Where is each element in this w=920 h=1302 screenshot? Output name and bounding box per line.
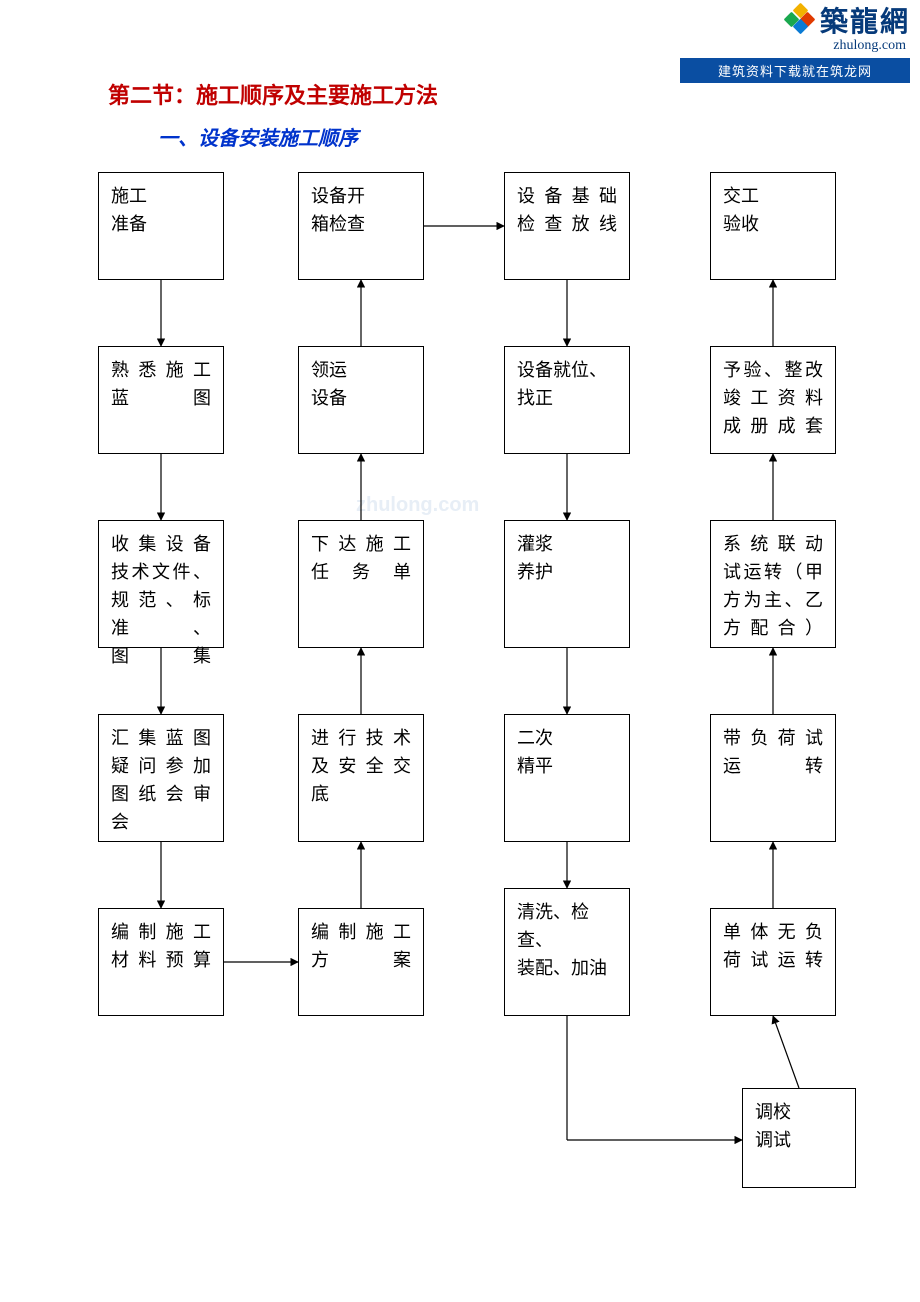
flow-node-label: 方案 (311, 947, 411, 975)
flow-node-label: 交工 (723, 183, 823, 211)
flow-node-label: 找正 (517, 385, 617, 413)
flow-node-label: 方配合） (723, 615, 823, 643)
flow-node-label: 清洗、检查、 (517, 899, 617, 955)
flow-node-label: 调校 (755, 1099, 843, 1127)
flow-node-label: 图纸会审 (111, 781, 211, 809)
flow-node-label: 准备 (111, 211, 211, 239)
watermark-text: zhulong.com (356, 494, 479, 517)
flow-node-n13: 灌浆养护 (504, 520, 630, 648)
flow-node-label: 设备开 (311, 183, 411, 211)
flow-node-n11: 设备基础检查放线 (504, 172, 630, 280)
flow-node-label: 设备基础 (517, 183, 617, 211)
flow-node-label: 蓝图 (111, 385, 211, 413)
logo-brand-cn: 築龍網 (820, 0, 910, 40)
flow-node-label: 予验、整改 (723, 357, 823, 385)
flow-node-label: 带负荷试 (723, 725, 823, 753)
flow-node-label: 单体无负 (723, 919, 823, 947)
flow-node-label: 领运 (311, 357, 411, 385)
flow-node-label: 图集 (111, 643, 211, 671)
site-logo: 築龍網 zhulong.com 建筑资料下载就在筑龙网 (680, 0, 910, 83)
flow-node-label: 成册成套 (723, 413, 823, 441)
logo-pinwheel-icon (788, 7, 814, 33)
flow-node-label: 运转 (723, 753, 823, 781)
flow-node-label: 灌浆 (517, 531, 617, 559)
flow-node-label: 验收 (723, 211, 823, 239)
flow-node-n12: 设备就位、找正 (504, 346, 630, 454)
flow-node-label: 精平 (517, 753, 617, 781)
flow-node-label: 方为主、乙 (723, 587, 823, 615)
flow-node-n4: 汇集蓝图疑问参加图纸会审会 (98, 714, 224, 842)
flow-node-n1: 施工准备 (98, 172, 224, 280)
subsection-title: 一、设备安装施工顺序 (158, 122, 358, 151)
flow-node-label: 下达施工 (311, 531, 411, 559)
logo-brand-en: zhulong.com (680, 38, 906, 54)
flow-node-label: 养护 (517, 559, 617, 587)
flow-node-label: 试运转（甲 (723, 559, 823, 587)
page-stage: 築龍網 zhulong.com 建筑资料下载就在筑龙网 第二节：施工顺序及主要施… (0, 0, 920, 1302)
section-title: 第二节：施工顺序及主要施工方法 (108, 78, 438, 110)
flow-node-n7: 领运设备 (298, 346, 424, 454)
flow-node-n17: 予验、整改竣工资料成册成套 (710, 346, 836, 454)
flow-node-n2: 熟悉施工蓝图 (98, 346, 224, 454)
flow-node-label: 设备就位、 (517, 357, 617, 385)
flow-node-label: 任务单 (311, 559, 411, 587)
flow-node-n14: 二次精平 (504, 714, 630, 842)
flow-node-label: 汇集蓝图 (111, 725, 211, 753)
flow-node-n20: 单体无负荷试运转 (710, 908, 836, 1016)
flow-node-label: 调试 (755, 1127, 843, 1155)
flow-node-label: 规范、标准、 (111, 587, 211, 643)
flow-node-n19: 带负荷试运转 (710, 714, 836, 842)
flow-node-n8: 下达施工任务单 (298, 520, 424, 648)
flow-node-n18: 系统联动试运转（甲方为主、乙方配合） (710, 520, 836, 648)
flow-node-label: 施工 (111, 183, 211, 211)
flow-node-n9: 进行技术及安全交底 (298, 714, 424, 842)
flow-node-label: 编制施工 (311, 919, 411, 947)
flow-node-label: 箱检查 (311, 211, 411, 239)
flow-node-label: 荷试运转 (723, 947, 823, 975)
flow-node-n15: 清洗、检查、装配、加油 (504, 888, 630, 1016)
flow-node-label: 收集设备 (111, 531, 211, 559)
flow-node-label: 二次 (517, 725, 617, 753)
flow-node-label: 检查放线 (517, 211, 617, 239)
flow-node-label: 装配、加油 (517, 955, 617, 983)
flow-node-label: 编制施工 (111, 919, 211, 947)
flow-node-label: 进行技术 (311, 725, 411, 753)
flow-node-label: 技术文件、 (111, 559, 211, 587)
logo-tagline-bar: 建筑资料下载就在筑龙网 (680, 58, 910, 83)
flow-node-label: 底 (311, 781, 411, 809)
flow-node-n6: 设备开箱检查 (298, 172, 424, 280)
flow-node-label: 会 (111, 809, 211, 837)
flow-node-label: 材料预算 (111, 947, 211, 975)
flow-node-label: 熟悉施工 (111, 357, 211, 385)
flow-node-n10: 编制施工方案 (298, 908, 424, 1016)
flow-node-label: 设备 (311, 385, 411, 413)
flow-node-label: 系统联动 (723, 531, 823, 559)
flow-node-n21: 调校调试 (742, 1088, 856, 1188)
flow-node-n5: 编制施工材料预算 (98, 908, 224, 1016)
flow-node-label: 疑问参加 (111, 753, 211, 781)
flow-node-label: 竣工资料 (723, 385, 823, 413)
flow-node-n3: 收集设备技术文件、规范、标准、图集 (98, 520, 224, 648)
flow-node-label: 及安全交 (311, 753, 411, 781)
flow-node-n16: 交工验收 (710, 172, 836, 280)
